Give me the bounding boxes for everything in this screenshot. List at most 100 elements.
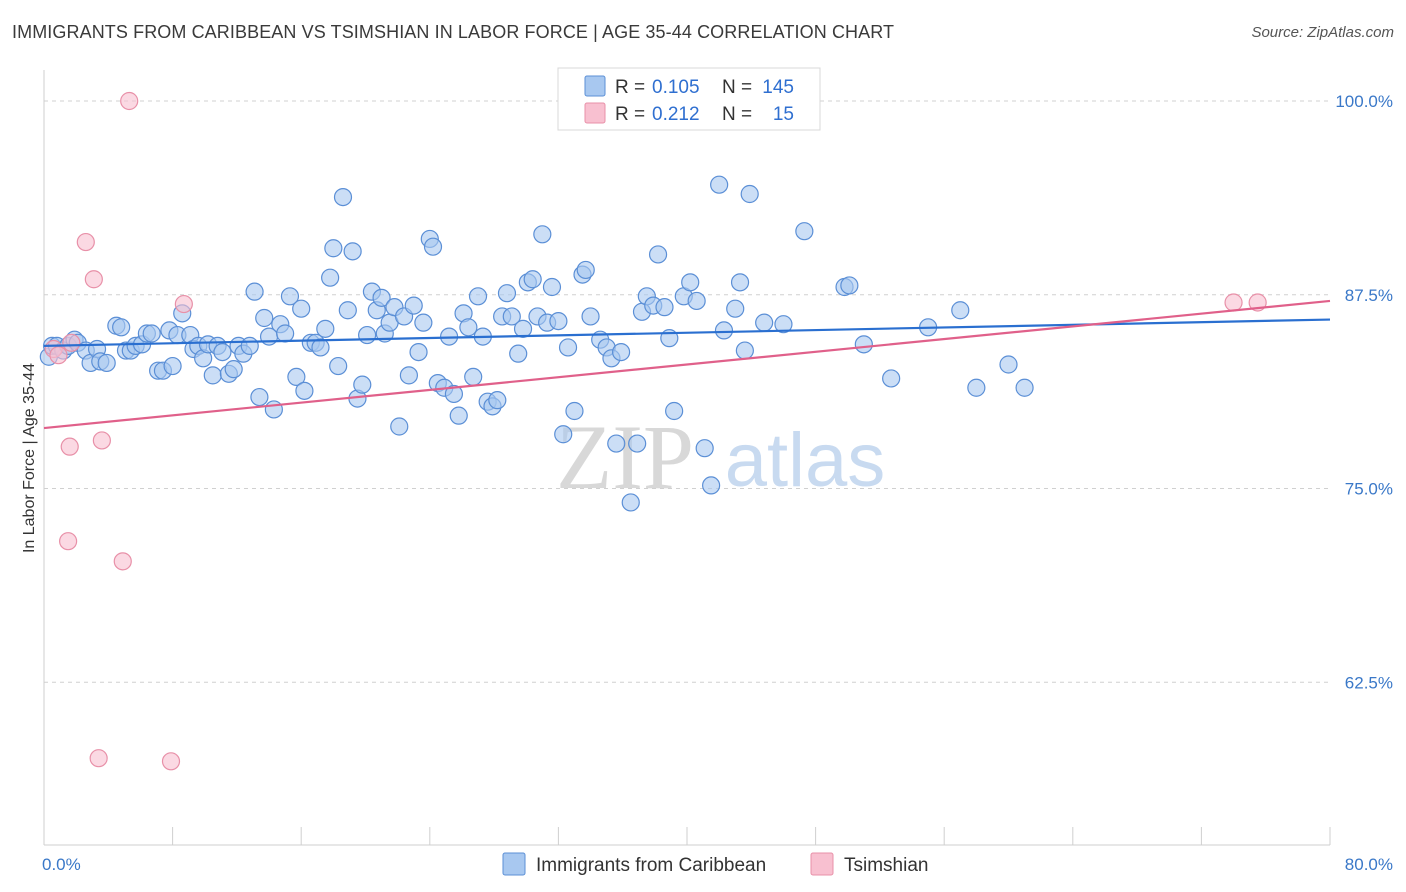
caribbean-point — [854, 335, 873, 354]
caribbean-point — [1015, 378, 1034, 397]
caribbean-point — [333, 188, 353, 207]
caribbean-point — [280, 287, 300, 306]
bottom-legend-label-tsimshian: Tsimshian — [844, 855, 928, 876]
caribbean-point — [468, 287, 488, 306]
y-tick-label: 62.5% — [1345, 673, 1393, 692]
caribbean-point — [502, 307, 521, 326]
bottom-legend-label-caribbean: Immigrants from Caribbean — [536, 855, 766, 876]
legend-n-value: 15 — [773, 104, 794, 125]
legend-swatch-caribbean — [584, 75, 606, 97]
caribbean-point — [321, 268, 340, 287]
caribbean-point — [681, 273, 700, 292]
caribbean-point — [576, 260, 595, 280]
caribbean-point — [329, 356, 348, 376]
caribbean-point — [264, 400, 283, 419]
tsimshian-point — [84, 270, 103, 289]
caribbean-point — [509, 344, 528, 363]
y-tick-label: 75.0% — [1345, 480, 1393, 499]
caribbean-point — [245, 282, 264, 301]
caribbean-point — [292, 299, 311, 318]
tsimshian-point — [1224, 293, 1243, 312]
caribbean-point — [558, 338, 578, 357]
caribbean-point — [449, 406, 468, 425]
caribbean-point — [213, 343, 232, 362]
trend-lines — [43, 299, 1331, 430]
caribbean-point — [740, 184, 759, 204]
tsimshian-point — [62, 333, 81, 352]
y-tick-label: 87.5% — [1345, 286, 1393, 305]
caribbean-point — [287, 367, 306, 386]
y-tick-label: 100.0% — [1335, 92, 1393, 111]
caribbean-point — [404, 296, 423, 315]
caribbean-point — [523, 270, 542, 289]
caribbean-point — [311, 338, 330, 357]
caribbean-point — [316, 319, 335, 338]
caribbean-point — [163, 356, 182, 376]
watermark-atlas: atlas — [725, 418, 886, 503]
x-tick-label: 80.0% — [1345, 855, 1393, 874]
caribbean-point — [655, 298, 674, 317]
caribbean-point — [399, 366, 419, 385]
legend-swatch-tsimshian — [584, 102, 606, 124]
tsimshian-point — [60, 437, 79, 456]
caribbean-point — [497, 284, 517, 303]
caribbean-point — [444, 384, 464, 404]
caribbean-point — [726, 299, 745, 318]
caribbean-point — [488, 391, 507, 410]
caribbean-point — [648, 245, 668, 264]
bottom-legend-swatch-caribbean — [502, 852, 526, 876]
caribbean-point — [840, 276, 859, 295]
tsimshian-point — [89, 749, 108, 768]
caribbean-point — [513, 319, 533, 338]
legend-box: R = 0.105 N = 145 R = 0.212 N = 15 — [557, 67, 821, 131]
caribbean-point — [240, 336, 259, 355]
caribbean-point — [276, 324, 295, 343]
caribbean-point — [459, 318, 478, 337]
caribbean-point — [423, 237, 443, 256]
tsimshian-point — [161, 752, 181, 771]
legend-n-label: N = — [722, 77, 752, 98]
caribbean-point — [735, 341, 754, 360]
caribbean-point — [338, 301, 357, 320]
caribbean-point — [607, 434, 626, 453]
tsimshian-point — [113, 552, 132, 571]
y-tick-labels: 100.0% 87.5% 75.0% 62.5% — [1335, 92, 1393, 692]
x-tick-labels: 0.0% 80.0% — [42, 855, 1393, 874]
caribbean-point — [665, 401, 684, 421]
caribbean-point — [628, 434, 647, 453]
caribbean-point — [250, 387, 269, 407]
caribbean-point — [358, 325, 377, 345]
caribbean-point — [554, 425, 573, 444]
caribbean-point — [621, 493, 640, 512]
caribbean-point — [295, 381, 314, 400]
caribbean-point — [414, 313, 433, 332]
bottom-legend: Immigrants from Caribbean Tsimshian — [502, 852, 928, 876]
legend-r-label: R = — [615, 77, 645, 98]
caribbean-point — [464, 367, 483, 386]
caribbean-trend-line — [43, 318, 1331, 347]
caribbean-point — [372, 288, 391, 307]
caribbean-point — [702, 476, 721, 495]
x-tick-label: 0.0% — [42, 855, 81, 874]
caribbean-point — [611, 343, 631, 362]
caribbean-point — [324, 239, 343, 258]
caribbean-point — [882, 369, 901, 388]
caribbean-point — [687, 291, 706, 311]
caribbean-point — [549, 312, 568, 331]
chart-title: IMMIGRANTS FROM CARIBBEAN VS TSIMSHIAN I… — [12, 22, 895, 42]
caribbean-point — [565, 401, 584, 421]
caribbean-point — [967, 378, 986, 397]
caribbean-point — [695, 439, 714, 458]
legend-r-value: 0.212 — [652, 104, 700, 125]
caribbean-point — [343, 242, 362, 261]
caribbean-point — [533, 225, 552, 244]
tsimshian-point — [92, 431, 111, 450]
axes — [43, 70, 1331, 846]
caribbean-point — [142, 324, 161, 343]
caribbean-point — [409, 343, 428, 362]
caribbean-point — [353, 375, 372, 394]
tsimshian-point — [49, 346, 68, 365]
caribbean-point — [710, 175, 729, 194]
caribbean-point — [730, 273, 750, 292]
